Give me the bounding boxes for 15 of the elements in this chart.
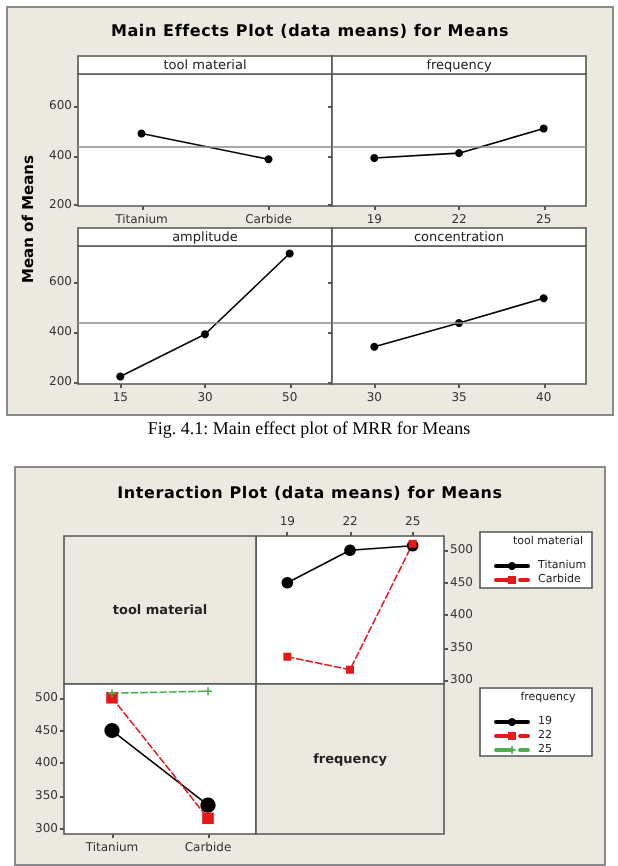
point xyxy=(344,544,356,557)
point xyxy=(108,689,116,698)
chart-title: Interaction Plot (data means) for Means xyxy=(115,484,505,502)
point xyxy=(104,722,120,739)
point xyxy=(204,687,212,696)
point xyxy=(281,576,294,589)
point xyxy=(116,372,125,381)
point xyxy=(200,797,216,813)
caption: Fig. 4.1: Main effect plot of MRR for Means xyxy=(145,418,473,438)
point xyxy=(202,812,214,825)
point xyxy=(201,330,209,339)
point xyxy=(285,249,294,258)
point xyxy=(346,665,354,674)
point xyxy=(283,652,292,661)
chart-title: Main Effects Plot (data means) for Means xyxy=(108,22,512,40)
